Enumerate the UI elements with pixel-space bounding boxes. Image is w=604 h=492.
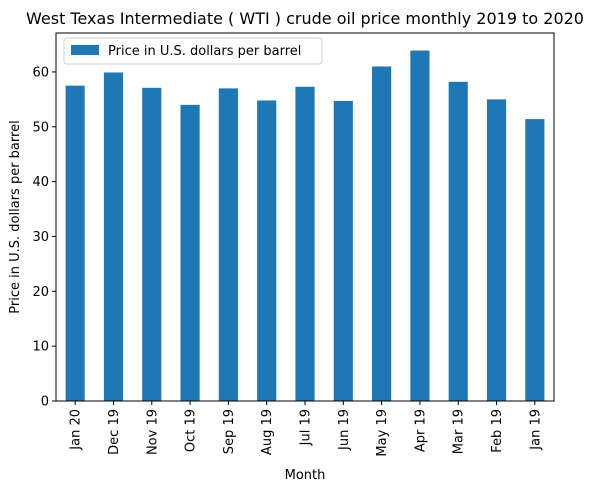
bar-jul-19 (295, 86, 315, 401)
bar-aug-19 (257, 100, 277, 402)
x-tick-label: Mar 19 (452, 409, 467, 454)
x-tick-label: Aug 19 (260, 409, 275, 455)
legend-label: Price in U.S. dollars per barrel (108, 44, 301, 59)
y-tick-label: 20 (32, 285, 49, 300)
y-tick-label: 60 (32, 65, 49, 80)
bar-jun-19 (333, 101, 353, 402)
x-axis: Jan 20 Dec 19 Nov 19 Oct 19 Sep 19 Aug 19 Jul … (69, 401, 543, 457)
bar-sep-19 (218, 88, 238, 401)
y-axis: 0 10 20 30 40 50 60 (32, 65, 56, 410)
x-axis-label: Month (285, 468, 326, 483)
bar-oct-19 (180, 104, 200, 402)
x-tick-label: Feb 19 (490, 409, 505, 453)
x-tick-label: Nov 19 (145, 409, 160, 455)
x-tick-label: Jan 19 (528, 409, 543, 451)
bar-may-19 (372, 66, 392, 402)
bar-dec-19 (103, 72, 124, 401)
legend-swatch (71, 45, 99, 55)
x-tick-label: Jun 19 (337, 409, 352, 451)
x-tick-label: May 19 (375, 409, 390, 457)
y-tick-label: 50 (32, 120, 49, 135)
bar-mar-19 (448, 81, 468, 401)
y-tick-label: 40 (32, 175, 49, 190)
bar-nov-19 (142, 87, 162, 402)
y-tick-label: 10 (32, 340, 49, 355)
y-axis-label: Price in U.S. dollars per barrel (8, 120, 23, 313)
x-tick-label: Oct 19 (184, 409, 199, 452)
bar-apr-19 (410, 50, 430, 401)
bar-jan-20 (65, 85, 85, 401)
x-tick-label: Jan 20 (69, 409, 84, 451)
legend-frame (63, 37, 323, 65)
x-tick-label: Apr 19 (413, 409, 428, 452)
chart-title: West Texas Intermediate ( WTI ) crude oi… (26, 9, 584, 28)
legend: Price in U.S. dollars per barrel (63, 37, 323, 65)
bars-group (65, 50, 545, 402)
plot-frame (55, 32, 555, 402)
y-tick-label: 30 (32, 230, 49, 245)
x-tick-label: Dec 19 (107, 409, 122, 455)
x-tick-label: Sep 19 (222, 409, 237, 454)
x-tick-label: Jul 19 (299, 409, 314, 446)
bar-feb-19 (486, 99, 507, 401)
bar-jan-19 (525, 119, 545, 402)
y-tick-label: 0 (41, 395, 49, 410)
